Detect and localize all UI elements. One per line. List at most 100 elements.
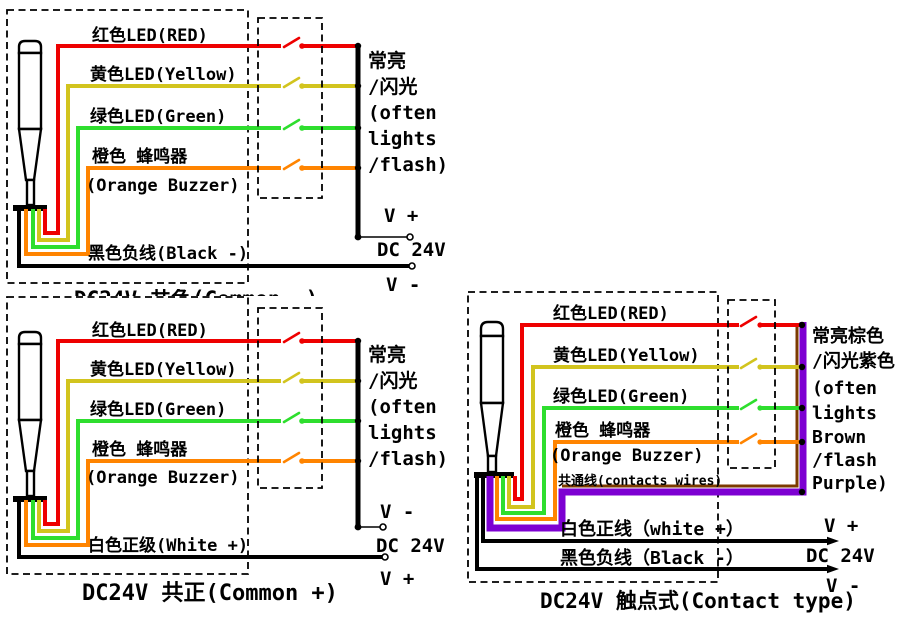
mode-note-line: (often	[368, 396, 437, 418]
red-switch-blade	[282, 331, 301, 344]
yellow-wire	[507, 365, 739, 509]
tower-light-icon	[474, 320, 514, 478]
light-stem	[25, 178, 36, 207]
black-negative-wire	[17, 209, 410, 268]
mode-note-line: Brown	[812, 427, 867, 448]
panel-caption: DC24V 共正(Common +)	[82, 581, 338, 606]
mode-note-line: /闪光	[368, 370, 418, 392]
brown-common-wire	[562, 324, 799, 488]
junction-dot	[354, 377, 362, 385]
negative-wire-label: 黑色负线(Black -)	[88, 244, 249, 264]
light-cap	[17, 39, 43, 55]
light-body	[17, 51, 43, 131]
tower-light-icon	[13, 39, 47, 211]
positive-wire-label: 白色正级(White +)	[88, 536, 249, 556]
black-negative-wire	[475, 476, 827, 571]
mode-note-line: /闪光	[368, 76, 418, 98]
mode-note-line: lights	[812, 403, 878, 424]
green-switch-terminal	[299, 418, 305, 424]
terminal-label-vplus: V +	[380, 568, 415, 590]
panel-caption: DC24V 触点式(Contact type)	[540, 589, 856, 613]
junction-dot	[798, 488, 806, 496]
orange-wire	[495, 440, 739, 521]
switch-contacts	[739, 315, 763, 445]
terminal-label-vplus: V +	[384, 205, 419, 227]
panel-outline	[6, 9, 249, 284]
green-wire-label: 绿色LED(Green)	[90, 107, 227, 127]
negative-wire-label: 黑色负线（Black -）	[560, 548, 744, 569]
light-stem	[486, 454, 498, 474]
junction-dot	[798, 321, 806, 329]
mode-note-line: (often	[812, 378, 878, 399]
orange-switch-blade	[282, 158, 301, 171]
switch-box-outline	[257, 17, 323, 199]
red-wire	[43, 339, 281, 526]
green-wire-label: 绿色LED(Green)	[553, 387, 690, 407]
yellow-switch-blade	[739, 357, 758, 370]
green-switch-blade	[282, 411, 301, 424]
switch-contacts	[282, 36, 305, 171]
orange-wire-label: 橙色 蜂鸣器	[555, 421, 651, 441]
orange-buzzer-sublabel: (Orange Buzzer)	[86, 468, 240, 488]
panel-outline	[467, 291, 719, 583]
light-cap	[479, 320, 505, 338]
mode-note-line: Purple)	[812, 473, 888, 494]
junction-dot	[354, 337, 362, 345]
red-switch-terminal	[757, 322, 763, 328]
panel-contact-diagram	[467, 291, 839, 583]
junction-dot	[354, 457, 362, 465]
panel-caption-clipped: DC24V 共负(Common -)	[74, 289, 319, 296]
white-positive-wire	[17, 500, 382, 559]
junction-dot	[354, 417, 362, 425]
panel-common-plus-diagram	[6, 296, 389, 575]
mode-note-line: /闪光紫色	[812, 351, 895, 372]
light-base	[474, 472, 514, 478]
terminal-circle	[408, 262, 416, 270]
junction-dot	[798, 363, 806, 371]
orange-wire	[24, 166, 281, 256]
junction-dot	[798, 404, 806, 412]
tower-light-icon	[13, 330, 47, 502]
yellow-wire	[37, 379, 281, 533]
green-wire	[31, 126, 281, 249]
junction-dot	[354, 164, 362, 172]
mode-note-line: 常亮棕色	[812, 326, 884, 347]
terminal-label-vplus: V +	[824, 515, 859, 537]
orange-buzzer-sublabel: (Orange Buzzer)	[86, 176, 240, 196]
mode-note-line: (often	[368, 102, 437, 124]
junction-dot	[798, 438, 806, 446]
panel-outline	[6, 296, 249, 575]
orange-wire-label: 橙色 蜂鸣器	[92, 440, 188, 460]
mode-note-line: lights	[368, 422, 437, 444]
white-positive-wire	[481, 476, 827, 543]
green-switch-blade	[739, 398, 758, 411]
orange-buzzer-sublabel: (Orange Buzzer)	[550, 446, 704, 466]
vminus-arrowhead	[827, 564, 839, 574]
terminal-circle	[406, 233, 414, 241]
light-taper	[17, 418, 43, 473]
light-taper	[479, 401, 505, 458]
mode-note-line: 常亮	[368, 50, 407, 72]
terminal-circle	[381, 553, 389, 561]
terminal-label-vminus: V -	[380, 501, 415, 523]
light-body	[17, 342, 43, 422]
vplus-arrowhead	[827, 536, 839, 546]
green-wire	[501, 406, 739, 515]
terminal-circle	[379, 523, 387, 531]
junction-dot	[354, 124, 362, 132]
light-cap	[17, 330, 43, 346]
junction-dot	[354, 42, 362, 50]
red-switch-terminal	[299, 338, 305, 344]
mode-note-line: /flash)	[368, 154, 449, 176]
yellow-switch-terminal	[299, 83, 305, 89]
supply-label: DC 24V	[376, 535, 445, 557]
light-base	[13, 205, 47, 211]
yellow-switch-blade	[282, 371, 301, 384]
positive-wire-label: 白色正线（white +）	[560, 519, 744, 540]
terminal-label-vminus: V -	[826, 575, 861, 597]
yellow-wire-label: 黄色LED(Yellow)	[553, 346, 700, 366]
orange-switch-blade	[282, 451, 301, 464]
switch-box-outline	[727, 299, 776, 469]
red-switch-blade	[282, 36, 301, 49]
